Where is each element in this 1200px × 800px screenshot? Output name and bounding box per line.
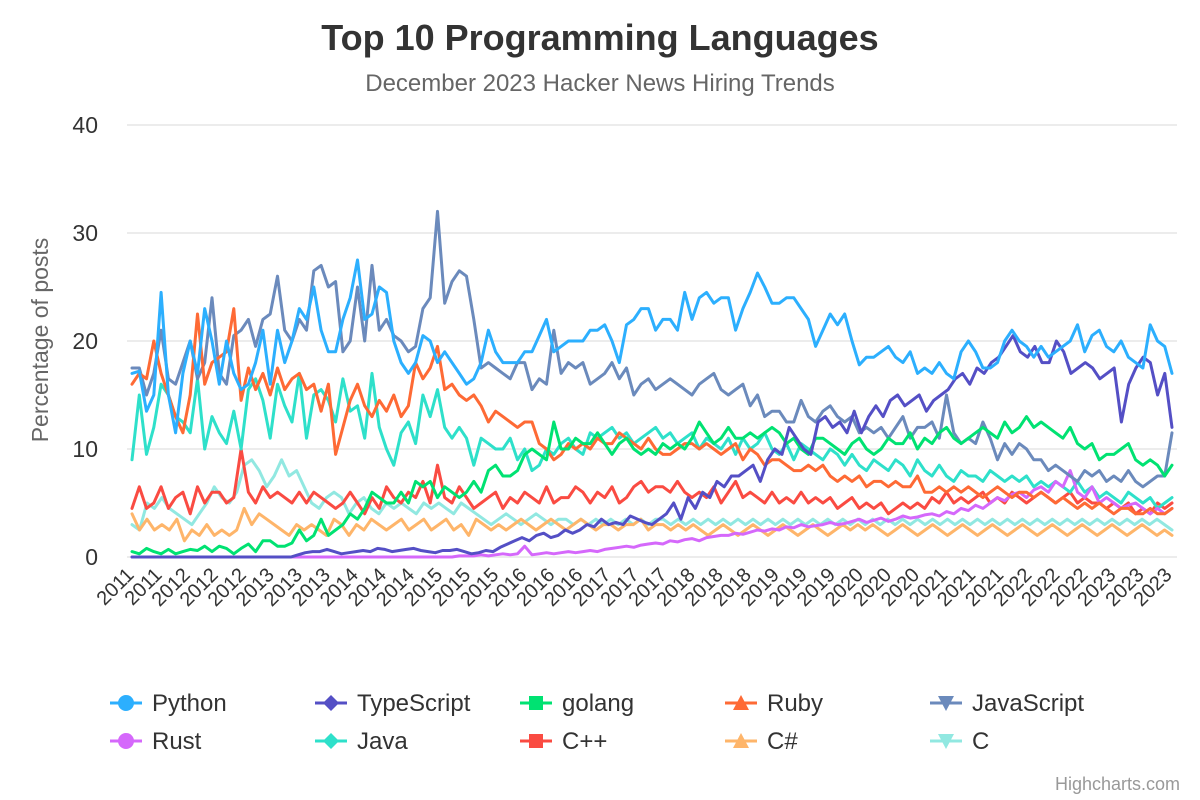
legend-item-ruby[interactable]: Ruby — [725, 690, 823, 717]
legend-label: C# — [767, 728, 798, 755]
legend-item-c-[interactable]: C# — [725, 728, 798, 755]
series-line-golang[interactable] — [130, 415, 1174, 556]
series-layer — [130, 209, 1174, 559]
legend-marker-icon — [733, 733, 749, 748]
series-line-java[interactable] — [130, 371, 1174, 510]
legend-label: C++ — [562, 728, 607, 755]
legend-label: C — [972, 728, 989, 755]
legend-marker-icon — [323, 733, 339, 749]
legend-marker-icon — [118, 733, 134, 749]
y-axis-ticks: 0 10 20 30 40 — [72, 112, 98, 570]
legend-label: TypeScript — [357, 690, 471, 717]
legend-item-c-[interactable]: C++ — [520, 728, 607, 755]
series-line-ruby[interactable] — [130, 307, 1174, 516]
legend-label: Python — [152, 690, 227, 717]
y-axis-title: Percentage of posts — [27, 238, 53, 443]
legend-item-c[interactable]: C — [930, 728, 989, 755]
legend-item-java[interactable]: Java — [315, 728, 408, 755]
legend-marker-icon — [118, 695, 134, 711]
legend-marker-icon — [938, 734, 954, 749]
legend: Python TypeScript golang Ruby JavaScript Rust… — [110, 690, 1084, 755]
series-line-c-[interactable] — [130, 447, 1174, 516]
legend-marker-icon — [323, 695, 339, 711]
legend-label: JavaScript — [972, 690, 1084, 717]
legend-label: golang — [562, 690, 634, 717]
legend-label: Java — [357, 728, 408, 755]
series-line-javascript[interactable] — [130, 209, 1174, 489]
legend-label: Rust — [152, 728, 202, 755]
series-line-c[interactable] — [130, 458, 1174, 532]
series-line-python[interactable] — [130, 258, 1174, 435]
legend-marker-icon — [529, 734, 543, 748]
legend-marker-icon — [529, 696, 543, 710]
legend-label: Ruby — [767, 690, 823, 717]
legend-item-python[interactable]: Python — [110, 690, 227, 717]
legend-marker-icon — [938, 696, 954, 711]
chart-subtitle: December 2023 Hacker News Hiring Trends — [365, 70, 835, 97]
y-tick-label: 20 — [72, 328, 98, 354]
legend-item-javascript[interactable]: JavaScript — [930, 690, 1084, 717]
series-line-c-[interactable] — [130, 506, 1174, 543]
y-tick-label: 10 — [72, 436, 98, 462]
legend-item-rust[interactable]: Rust — [110, 728, 202, 755]
legend-item-typescript[interactable]: TypeScript — [315, 690, 471, 717]
chart-title: Top 10 Programming Languages — [321, 17, 878, 58]
series-line-rust[interactable] — [130, 469, 1174, 559]
x-axis-ticks: 2011201120122012201220132013201320142014… — [93, 564, 1177, 611]
legend-marker-icon — [733, 695, 749, 710]
y-tick-label: 30 — [72, 220, 98, 246]
credits-link[interactable]: Highcharts.com — [1055, 774, 1180, 794]
y-tick-label: 40 — [72, 112, 98, 138]
y-tick-label: 0 — [85, 544, 98, 570]
legend-item-golang[interactable]: golang — [520, 690, 634, 717]
